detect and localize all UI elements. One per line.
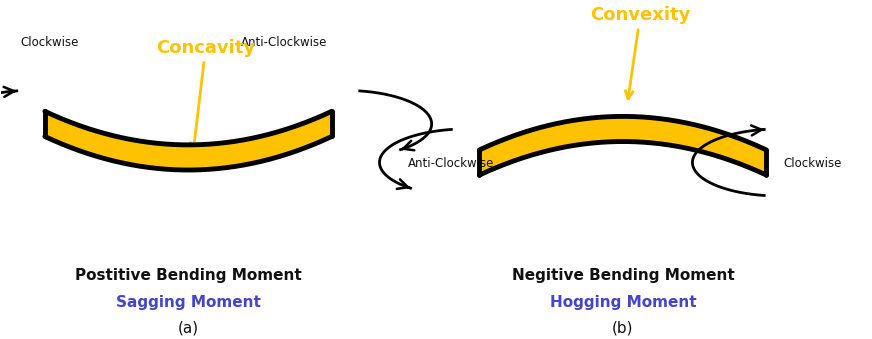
Polygon shape (44, 111, 331, 170)
Polygon shape (480, 116, 766, 175)
Text: Hogging Moment: Hogging Moment (549, 295, 696, 310)
Text: (b): (b) (612, 320, 634, 335)
Text: Concavity: Concavity (156, 39, 255, 151)
Text: Clockwise: Clockwise (784, 157, 842, 170)
Text: Clockwise: Clockwise (21, 36, 78, 49)
Text: Convexity: Convexity (590, 6, 691, 99)
Text: Anti-Clockwise: Anti-Clockwise (241, 36, 327, 49)
Text: Negitive Bending Moment: Negitive Bending Moment (512, 268, 734, 283)
Text: Anti-Clockwise: Anti-Clockwise (408, 157, 494, 170)
Text: Postitive Bending Moment: Postitive Bending Moment (75, 268, 302, 283)
Text: Sagging Moment: Sagging Moment (116, 295, 261, 310)
Text: (a): (a) (178, 320, 199, 335)
